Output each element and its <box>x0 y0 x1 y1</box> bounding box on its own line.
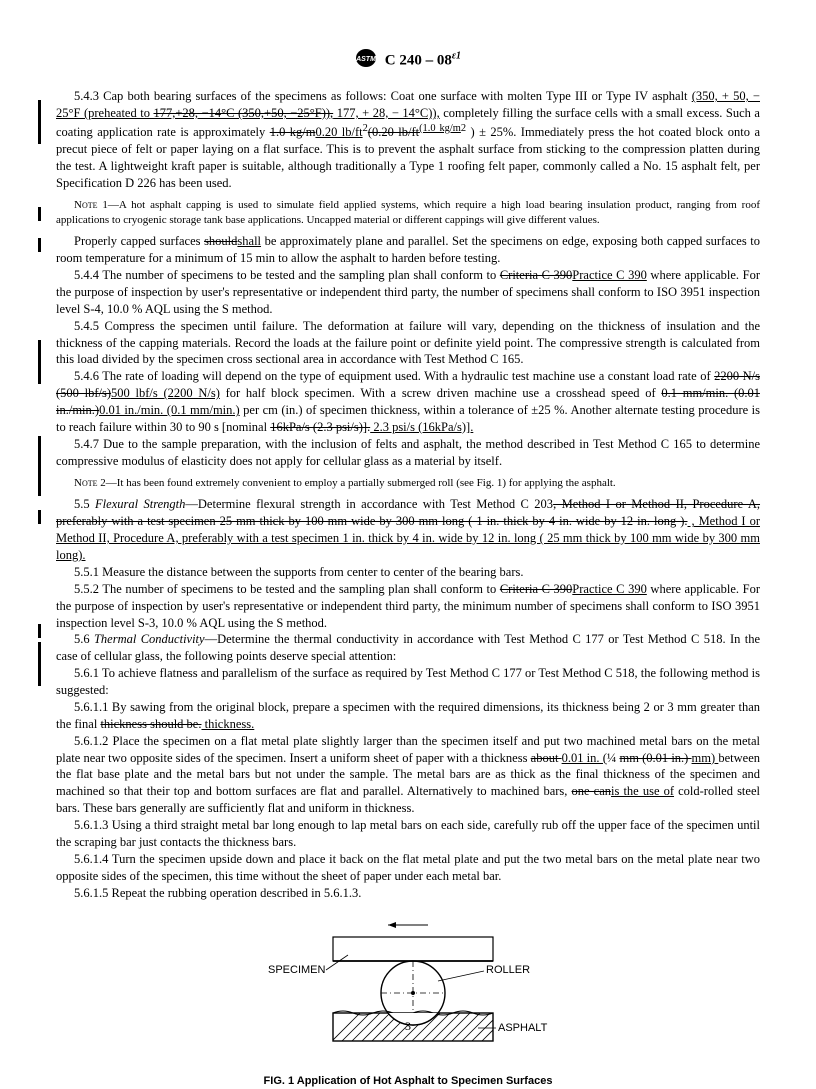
para-5.4.3: 5.4.3 Cap both bearing surfaces of the s… <box>56 88 760 191</box>
note-1: Note 1—A hot asphalt capping is used to … <box>56 198 760 228</box>
para-5.6.1.5: 5.6.1.5 Repeat the rubbing operation des… <box>56 885 760 902</box>
change-bar <box>38 642 41 686</box>
figure-1: SPECIMEN ROLLER ASPHALT FIG. 1 Applicati… <box>56 915 760 1089</box>
change-bar <box>38 624 41 638</box>
note-2: Note 2—It has been found extremely conve… <box>56 476 760 491</box>
change-bar <box>38 510 41 524</box>
para-5.4.6: 5.4.6 The rate of loading will depend on… <box>56 368 760 436</box>
para-5.6.1: 5.6.1 To achieve flatness and parallelis… <box>56 665 760 699</box>
epsilon: ε1 <box>452 51 461 62</box>
para-5.6.1.3: 5.6.1.3 Using a third straight metal bar… <box>56 817 760 851</box>
para-prop-capped: Properly capped surfaces shouldshall be … <box>56 233 760 267</box>
para-5.4.5: 5.4.5 Compress the specimen until failur… <box>56 318 760 369</box>
para-5.6.1.1: 5.6.1.1 By sawing from the original bloc… <box>56 699 760 733</box>
label-specimen: SPECIMEN <box>268 964 326 976</box>
change-bar <box>38 436 41 496</box>
figure-caption: FIG. 1 Application of Hot Asphalt to Spe… <box>56 1074 760 1089</box>
para-5.5: 5.5 Flexural Strength—Determine flexural… <box>56 496 760 564</box>
change-bar <box>38 238 41 252</box>
para-5.6: 5.6 Thermal Conductivity—Determine the t… <box>56 631 760 665</box>
para-5.5.1: 5.5.1 Measure the distance between the s… <box>56 564 760 581</box>
para-5.4.7: 5.4.7 Due to the sample preparation, wit… <box>56 436 760 470</box>
svg-text:ASTM: ASTM <box>355 56 376 63</box>
change-bar <box>38 207 41 221</box>
document-header: ASTM C 240 – 08ε1 <box>56 48 760 74</box>
label-roller: ROLLER <box>486 964 530 976</box>
para-5.6.1.4: 5.6.1.4 Turn the specimen upside down an… <box>56 851 760 885</box>
para-5.4.4: 5.4.4 The number of specimens to be test… <box>56 267 760 318</box>
page-number: 3 <box>0 1018 816 1034</box>
designation: C 240 – 08 <box>385 53 452 69</box>
change-bar <box>38 340 41 384</box>
change-bar <box>38 100 41 144</box>
para-5.5.2: 5.5.2 The number of specimens to be test… <box>56 581 760 632</box>
para-5.6.1.2: 5.6.1.2 Place the specimen on a flat met… <box>56 733 760 817</box>
astm-logo: ASTM <box>355 48 377 74</box>
